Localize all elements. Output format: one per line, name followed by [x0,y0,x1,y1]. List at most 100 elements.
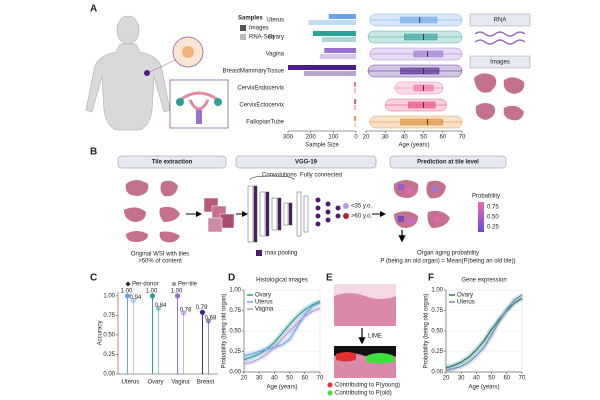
y-tick-label: 0.75 [431,308,443,314]
line [243,301,321,357]
y-tick-label: 0.25 [431,349,443,355]
ovary-drawing [214,98,222,106]
legend-swatch [240,25,246,31]
lime-label: LIME [368,334,382,340]
line [445,294,523,371]
x-tick-label: 30 [256,376,263,382]
x-tick-label: 40 [401,135,408,141]
line [243,307,321,365]
bar [353,105,356,110]
box [404,33,438,41]
x-tick-label: 60 [439,135,446,141]
step-header [117,155,227,169]
chart-title: Histological images [256,278,308,284]
y-tick-label: 0.75 [229,308,241,314]
dot [180,310,187,316]
category-label: CervixEctocervix [239,103,284,109]
vagina-drawing [196,110,202,124]
y-axis-label: Accuracy [98,321,104,346]
uterus-drawing [179,91,219,111]
legend-swatch [240,34,246,40]
bar [354,82,356,87]
dot [130,297,137,304]
y-tick-label: 0.50 [103,333,115,339]
x-tick-label: Ovary [147,380,163,386]
x-tick-label: 30 [458,376,465,382]
panel-label: D [228,273,235,284]
dot [205,318,212,324]
x-tick-label: 40 [271,376,278,382]
vgg-layers [247,185,309,243]
category-label: Vagina [266,52,285,58]
class-young [343,203,349,209]
network [315,197,341,227]
legend-label: Contributing to P(old) [335,391,392,397]
dot [149,293,156,299]
thumb-title: Images [490,60,510,66]
x-axis-label: Age (years) [266,385,297,391]
lime-tissue [334,293,396,326]
legend-label: Uterus [255,300,273,306]
legend-label: Vagina [255,307,274,313]
legend-label: Per-tile [178,282,198,288]
legend-marker [125,281,131,287]
box [400,16,438,24]
category-label: Uterus [266,18,284,24]
legend-label: Per-donor [132,282,159,288]
y-tick-label: 1.00 [103,293,115,299]
x-tick-label: 0 [354,135,358,141]
bar [328,14,356,19]
lime-young-region [336,352,356,362]
bar [288,65,356,70]
pool-label: max pooling [265,251,297,257]
colorbar [478,202,484,232]
thumb-header [469,13,531,27]
legend-label: Uterus [457,300,475,306]
y-tick-label: 0.50 [229,329,241,335]
wsi-slides [124,180,180,243]
box [400,67,440,75]
breast-marker [144,70,150,76]
panel-label: F [428,273,434,284]
bar [354,116,356,121]
bar [353,88,356,93]
box [400,118,444,126]
x-tick-label: 20 [241,376,248,382]
dot [155,305,162,311]
value-label: 0.84 [155,303,167,309]
value-label: 0.68 [205,315,217,321]
breast-inset-detail [182,46,194,58]
line [445,297,523,369]
thumb-header [469,55,531,69]
step-header [235,155,377,169]
pool-swatch [256,250,262,256]
bar [354,122,356,127]
brace [249,175,295,181]
x-axis-label: Sample Size [305,143,339,149]
x-tick-label: 70 [317,376,324,382]
x-tick-label: 60 [301,376,308,382]
thumb-title: RNA [494,18,507,24]
prediction-slides [393,180,450,228]
legend-swatch [327,390,333,396]
x-tick-label: 200 [306,135,317,141]
x-axis-label: Age (years) [398,143,429,149]
y-axis-label: Probability (being old organ) [424,293,430,368]
panel-label: C [90,273,97,284]
value-label: 0.79 [196,305,208,311]
legend-label: Images [249,26,269,32]
legend-label: Contributing to P(young) [335,383,400,389]
y-tick-label: 0.50 [431,329,443,335]
y-tick-label: 0.00 [431,370,443,376]
connector [149,59,176,73]
x-tick-label: 40 [473,376,480,382]
legend-marker [172,282,176,286]
wsi-caption: >50% of content [138,259,182,265]
y-tick-label: 0.25 [229,349,241,355]
x-tick-label: 70 [519,376,526,382]
wsi-caption: Original WSI with tiles [131,252,189,258]
box [413,50,444,58]
y-tick-label: 0.75 [103,313,115,319]
layer-label: Fully connected [300,173,342,179]
ovary-drawing [176,98,184,106]
